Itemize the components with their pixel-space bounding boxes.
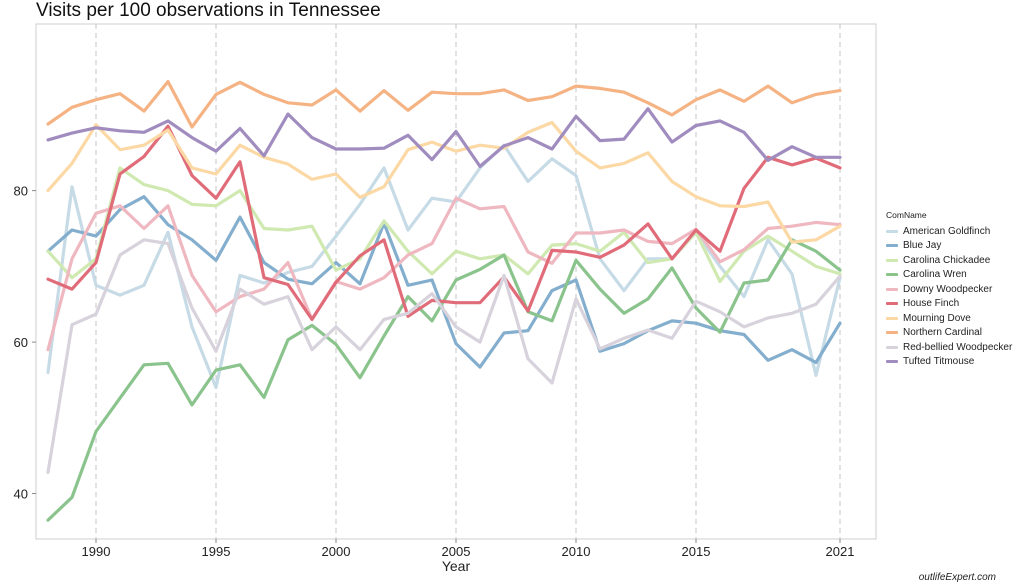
legend-label: Blue Jay — [903, 240, 942, 252]
series-line-northern-cardinal — [46, 79, 842, 129]
legend-item-blue-jay: Blue Jay — [886, 239, 1012, 254]
legend-swatch — [886, 345, 898, 349]
legend-items: American Goldfinch Blue Jay Carolina Chick… — [886, 224, 1012, 369]
x-axis-title: Year — [442, 558, 471, 574]
grid-lines — [95, 24, 841, 539]
legend-swatch — [886, 244, 898, 248]
legend-swatch — [886, 273, 898, 277]
y-tick-label: 60 — [14, 335, 28, 350]
x-tick-label: 2021 — [826, 544, 855, 559]
legend-swatch — [886, 360, 898, 364]
x-axis-ticks: 1990 1995 2000 2005 2010 2015 2021 — [82, 539, 855, 559]
x-tick-label: 2005 — [442, 544, 471, 559]
legend-item-american-goldfinch: American Goldfinch — [886, 224, 1012, 239]
y-tick-label: 80 — [14, 184, 28, 199]
chart-title: Visits per 100 observations in Tennessee — [36, 0, 381, 21]
legend-label: Carolina Chickadee — [903, 254, 991, 266]
legend-item-house-finch: House Finch — [886, 297, 1012, 312]
x-tick-label: 1990 — [82, 544, 111, 559]
legend-item-mourning-dove: Mourning Dove — [886, 311, 1012, 326]
legend-item-carolina-chickadee: Carolina Chickadee — [886, 253, 1012, 268]
series-line-downy-woodpecker — [46, 196, 842, 352]
legend-item-northern-cardinal: Northern Cardinal — [886, 326, 1012, 341]
series-line-carolina-chickadee — [46, 166, 842, 284]
legend-item-red-bellied-woodpecker: Red-bellied Woodpecker — [886, 340, 1012, 355]
x-tick-label: 2015 — [682, 544, 711, 559]
legend-title: ComName — [886, 210, 927, 220]
legend-item-downy-woodpecker: Downy Woodpecker — [886, 282, 1012, 297]
series-lines — [46, 79, 842, 522]
series-line-red-bellied-woodpecker — [46, 238, 842, 474]
legend-label: House Finch — [903, 298, 960, 310]
legend-swatch — [886, 316, 898, 320]
x-tick-label: 1995 — [202, 544, 231, 559]
legend-label: Northern Cardinal — [903, 327, 982, 339]
x-tick-label: 2010 — [562, 544, 591, 559]
legend-label: Carolina Wren — [903, 269, 967, 281]
y-axis-ticks: 40 60 80 — [14, 184, 36, 502]
y-tick-label: 40 — [14, 487, 28, 502]
legend-swatch — [886, 302, 898, 306]
legend-label: American Goldfinch — [903, 225, 991, 237]
x-tick-label: 2000 — [322, 544, 351, 559]
legend-label: Red-bellied Woodpecker — [903, 341, 1013, 353]
watermark-text: outlifeExpert.com — [918, 572, 996, 583]
legend-swatch — [886, 287, 898, 291]
legend-item-carolina-wren: Carolina Wren — [886, 268, 1012, 283]
legend-swatch — [886, 331, 898, 335]
legend-label: Tufted Titmouse — [903, 356, 975, 368]
legend-label: Downy Woodpecker — [903, 283, 993, 295]
series-line-tufted-titmouse — [46, 107, 842, 168]
legend-swatch — [886, 229, 898, 233]
legend: ComName American Goldfinch Blue Jay Caroli… — [886, 210, 1012, 369]
legend-label: Mourning Dove — [903, 312, 971, 324]
legend-item-tufted-titmouse: Tufted Titmouse — [886, 355, 1012, 370]
legend-swatch — [886, 258, 898, 262]
